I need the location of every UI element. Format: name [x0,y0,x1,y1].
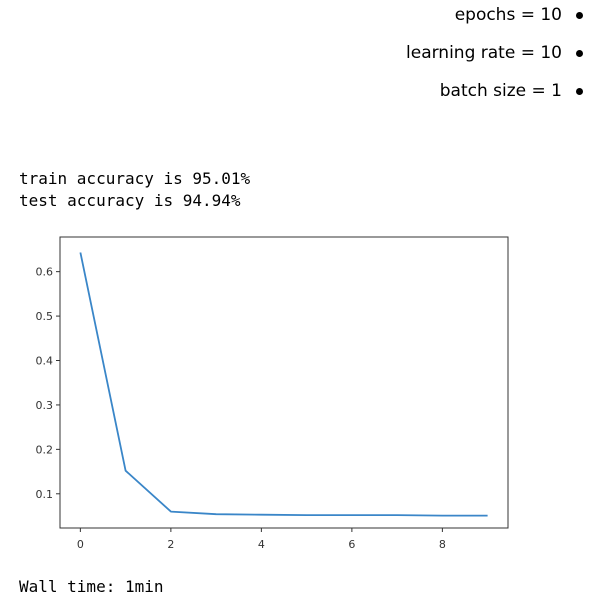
test-accuracy-output: test accuracy is 94.94% [19,191,241,210]
x-tick-label: 8 [439,538,446,551]
bullet-item-epochs: epochs = 10 [455,3,595,27]
bullet-item-batch-size: batch size = 1 [440,79,595,103]
y-tick-label: 0.4 [36,355,54,368]
x-tick-label: 4 [258,538,265,551]
y-tick-label: 0.1 [36,488,54,501]
wall-time-output: Wall time: 1min [19,577,164,596]
y-tick-label: 0.3 [36,399,54,412]
x-tick-label: 2 [167,538,174,551]
bullet-text: learning rate = 10 [406,43,562,63]
y-tick-label: 0.5 [36,310,54,323]
bullet-text: epochs = 10 [454,5,562,25]
x-tick-label: 0 [77,538,84,551]
bullet-item-learning-rate: learning rate = 10 [406,41,595,65]
axis-ticks: 0.1 0.2 0.3 0.4 0.5 0.6 0 2 4 6 8 [36,266,446,551]
loss-chart: 0.1 0.2 0.3 0.4 0.5 0.6 0 2 4 6 8 [36,236,509,551]
bullet-dot-icon [576,49,583,57]
y-tick-label: 0.2 [36,443,54,456]
plot-frame [59,236,509,529]
bullet-dot-icon [576,11,583,19]
x-tick-label: 6 [348,538,355,551]
bullet-text: batch size = 1 [439,81,562,101]
train-accuracy-output: train accuracy is 95.01% [19,169,251,188]
series-line [79,252,488,517]
bullet-dot-icon [576,87,583,95]
y-tick-label: 0.6 [36,266,54,279]
